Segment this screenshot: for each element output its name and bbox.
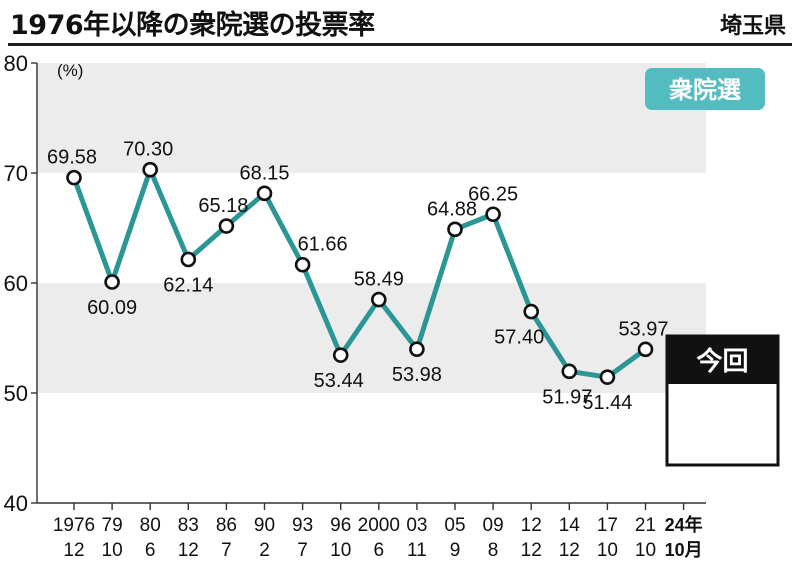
data-point [561,363,578,380]
data-point [409,341,425,358]
data-label: 62.14 [163,274,213,296]
y-tick-label: 50 [4,381,28,406]
data-label: 58.49 [354,269,404,291]
data-label: 53.98 [392,364,442,386]
x-tick-label-year: 03 [406,515,427,536]
x-tick-label-month: 2 [259,540,270,561]
x-tick-label-month: 10 [330,540,351,561]
data-point [218,218,235,234]
data-label: 53.97 [618,318,668,340]
x-tick-label-month: 10 [102,540,123,561]
x-tick-label-year: 96 [330,515,351,536]
x-tick-label-year: 2000 [358,515,400,536]
data-label: 51.97 [542,386,592,408]
x-tick-label-month: 12 [559,540,580,561]
current-result-label: 今回 [696,346,748,376]
legend-badge [645,68,765,110]
x-tick-label-year: 12 [521,515,542,536]
x-tick-label-year: 80 [140,515,161,536]
x-tick-label-year: 90 [254,515,275,536]
x-tick-label-month: 12 [521,540,542,561]
x-tick-label-year: 1976 [53,515,95,536]
x-tick-label-year: 79 [102,515,123,536]
x-tick-label-month: 12 [178,540,199,561]
x-tick-label-year: 83 [178,515,199,536]
x-tick-label-month: 7 [221,540,232,561]
x-tick-label-year: 24年 [665,514,703,535]
region-label: 埼玉県 [719,14,786,39]
chart-title: 1976年以降の衆院選の投票率 [10,10,375,41]
data-point [142,161,158,178]
data-label: 68.15 [239,162,289,184]
data-label: 70.30 [123,139,173,161]
x-tick-label-month: 7 [297,540,308,561]
data-point [180,251,197,268]
current-result-header [667,336,778,384]
data-point [637,341,654,358]
legend-label: 衆院選 [669,76,741,104]
data-point [294,256,311,273]
x-tick-label-year: 05 [444,515,465,536]
data-label: 60.09 [87,297,137,319]
x-tick-label-month: 11 [407,540,427,561]
x-tick-label-month: 12 [63,540,84,561]
x-tick-label-year: 93 [292,515,313,536]
y-tick-label: 60 [4,271,28,296]
data-label: 69.58 [47,147,97,169]
x-tick-label-year: 14 [559,515,581,536]
x-tick-label-month: 8 [488,540,499,561]
y-unit-label: (%) [57,61,83,80]
data-label: 53.44 [314,370,364,392]
data-point [523,303,540,320]
x-tick-label-year: 21 [635,515,656,536]
x-tick-label-month: 9 [450,540,461,561]
x-tick-label-year: 86 [216,515,237,536]
data-point [104,274,120,290]
x-tick-label-month: 6 [374,540,385,561]
y-tick-label: 70 [4,161,28,186]
title-divider [8,43,792,46]
x-tick-label-year: 09 [483,515,504,536]
data-label: 66.25 [468,183,518,205]
x-tick-label-month: 6 [145,540,156,561]
data-point [332,347,349,363]
data-label: 61.66 [298,234,348,256]
data-label: 64.88 [427,198,477,220]
data-label: 65.18 [198,195,248,217]
x-tick-label-month: 10 [635,540,656,561]
data-point [66,169,82,186]
data-label: 57.40 [494,327,544,349]
data-point [599,369,616,385]
x-tick-label-month: 10月 [665,540,703,560]
series-line [71,167,647,380]
data-point [485,206,501,223]
data-label: 51.44 [582,392,632,414]
data-point [370,291,387,308]
x-tick-label-year: 17 [597,515,618,536]
x-tick-label-month: 10 [597,540,618,561]
shaded-band [37,63,706,173]
y-tick-label: 40 [4,491,28,516]
data-point [256,185,273,202]
y-tick-label: 80 [4,51,28,76]
data-point [447,221,463,238]
